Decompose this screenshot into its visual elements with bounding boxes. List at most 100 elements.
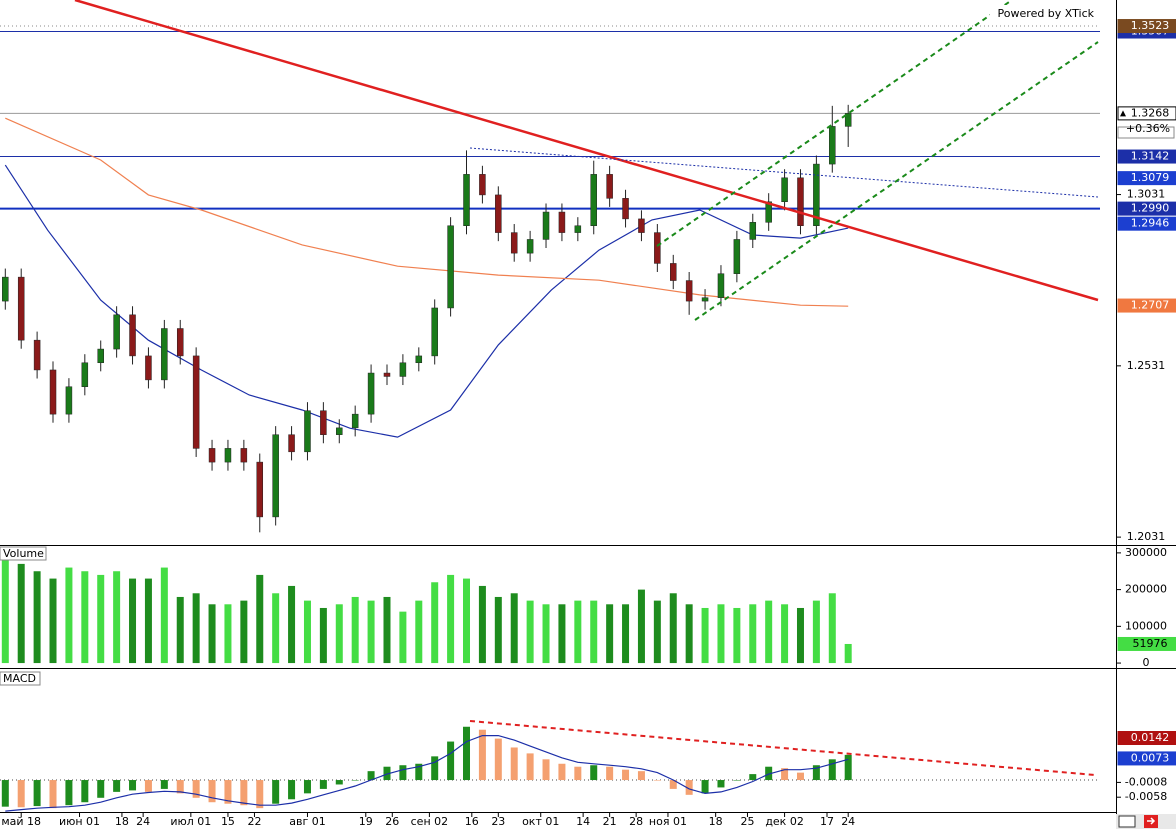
channel-line bbox=[694, 41, 1099, 321]
annotation: Powered by XTick bbox=[998, 7, 1095, 20]
macd-bar bbox=[558, 763, 566, 781]
volume-bar bbox=[224, 604, 232, 664]
volume-bar bbox=[49, 578, 57, 664]
macd-bar bbox=[224, 780, 232, 804]
price-label: 1.3079 bbox=[1131, 171, 1170, 184]
candle-body bbox=[49, 369, 57, 415]
volume-bar bbox=[749, 604, 757, 664]
candle-body bbox=[17, 276, 25, 341]
candle-body bbox=[176, 328, 184, 357]
macd-bar bbox=[526, 753, 534, 781]
volume-bar bbox=[685, 604, 693, 664]
candle-body bbox=[65, 386, 73, 415]
x-tick-label: 26 bbox=[385, 815, 399, 828]
volume-bar bbox=[622, 604, 630, 664]
macd-bar bbox=[399, 765, 407, 781]
candle-body bbox=[510, 232, 518, 254]
price-label: 0.0142 bbox=[1131, 731, 1170, 744]
change-box bbox=[1117, 126, 1175, 139]
candle-body bbox=[304, 410, 311, 453]
price-label-box bbox=[1117, 19, 1176, 34]
price-label: 1.2946 bbox=[1131, 217, 1170, 230]
macd-bar bbox=[828, 759, 836, 781]
macd-bar bbox=[574, 766, 582, 781]
volume-bar bbox=[558, 604, 566, 664]
panel-label: MACD bbox=[3, 672, 36, 685]
price-label-box bbox=[1117, 636, 1176, 651]
volume-bar bbox=[796, 607, 804, 664]
macd-bar bbox=[351, 780, 359, 781]
candle-body bbox=[813, 163, 820, 226]
y-tick-label: -0.0008 bbox=[1125, 775, 1167, 788]
volume-bar bbox=[240, 600, 248, 664]
volume-bar bbox=[510, 593, 518, 664]
candle-body bbox=[685, 280, 693, 302]
price-label: 1.2990 bbox=[1131, 202, 1170, 215]
macd-bar bbox=[367, 771, 375, 781]
x-tick-label: дек 02 bbox=[765, 815, 804, 828]
candle-body bbox=[336, 427, 343, 435]
macd-bar bbox=[208, 780, 216, 803]
candle-body bbox=[526, 239, 534, 254]
candle-body bbox=[351, 413, 359, 429]
macd-bar bbox=[606, 766, 614, 781]
macd-bar bbox=[796, 772, 804, 781]
macd-bar bbox=[494, 738, 502, 781]
price-label-box bbox=[1117, 216, 1176, 231]
macd-bar bbox=[97, 780, 105, 798]
candle-body bbox=[670, 263, 677, 281]
macd-bar bbox=[463, 726, 471, 781]
indicator-line bbox=[5, 117, 849, 307]
volume-bar bbox=[494, 596, 502, 664]
macd-bar bbox=[431, 756, 439, 781]
x-tick-label: 19 bbox=[359, 815, 373, 828]
volume-bar bbox=[478, 585, 486, 664]
price-label-box bbox=[1117, 201, 1176, 216]
candle-body bbox=[542, 211, 550, 240]
volume-bar bbox=[97, 574, 105, 664]
marks bbox=[0, 31, 1100, 812]
x-tick-label: 28 bbox=[629, 815, 643, 828]
x-tick-label: 17 bbox=[820, 815, 834, 828]
trend-line bbox=[469, 147, 1099, 198]
macd-bar bbox=[288, 780, 296, 800]
volume-bar bbox=[81, 571, 89, 664]
candle-body bbox=[606, 174, 613, 199]
candle-body bbox=[2, 276, 9, 302]
candle-body bbox=[463, 174, 470, 226]
macd-bar bbox=[781, 768, 789, 781]
candle-body bbox=[558, 211, 566, 233]
macd-bar bbox=[510, 747, 518, 781]
macd-bar bbox=[590, 765, 598, 781]
icon-button[interactable] bbox=[1118, 815, 1136, 828]
volume-bar bbox=[351, 596, 359, 664]
candle-body bbox=[733, 239, 741, 274]
volume-bar bbox=[288, 585, 296, 664]
x-tick-label: авг 01 bbox=[289, 815, 326, 828]
candle-body bbox=[495, 194, 502, 233]
volume-bar bbox=[272, 593, 280, 664]
indicator-line bbox=[5, 735, 849, 812]
macd-bar bbox=[478, 729, 486, 781]
candle-body bbox=[622, 198, 629, 220]
candle-body bbox=[829, 126, 836, 165]
macd-bar bbox=[415, 763, 423, 781]
volume-bar bbox=[447, 574, 455, 664]
volume-bar bbox=[526, 600, 534, 664]
volume-bar bbox=[733, 607, 741, 664]
candle-body bbox=[638, 218, 645, 233]
price-label: 1.2707 bbox=[1131, 299, 1170, 312]
volume-bar bbox=[192, 593, 200, 664]
macd-bar bbox=[1, 780, 9, 807]
macd-bar bbox=[653, 780, 661, 781]
volume-bar bbox=[335, 604, 343, 664]
candle-body bbox=[145, 355, 152, 381]
macd-bar bbox=[637, 771, 645, 781]
y-tick-label: -0.0058 bbox=[1125, 790, 1167, 803]
macd-trend-line bbox=[469, 720, 1096, 776]
volume-bar bbox=[653, 600, 661, 664]
volume-bar bbox=[319, 607, 327, 664]
price-label-box bbox=[1117, 106, 1176, 121]
macd-bar bbox=[160, 780, 168, 789]
